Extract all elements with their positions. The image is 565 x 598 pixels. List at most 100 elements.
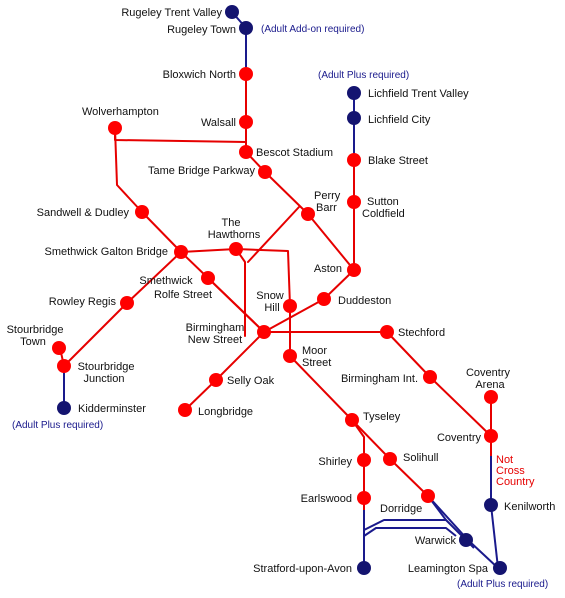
note-adult-add-on: (Adult Add-on required) <box>261 24 364 35</box>
label-aston: Aston <box>314 263 342 275</box>
label-earlswood: Earlswood <box>301 493 352 505</box>
station-tyseley[interactable] <box>345 413 359 427</box>
station-sandwell-dudley[interactable] <box>135 205 149 219</box>
track-rolfe <box>207 277 265 333</box>
label-rugeley-trent-valley: Rugeley Trent Valley <box>121 7 222 19</box>
station-labels: Rugeley Trent Valley Rugeley Town Bloxwi… <box>7 7 556 575</box>
label-stourbridge-junction-2: Junction <box>84 373 125 385</box>
station-rugeley-town[interactable] <box>239 21 253 35</box>
station-wolverhampton[interactable] <box>108 121 122 135</box>
station-stratford-upon-avon[interactable] <box>357 561 371 575</box>
label-shirley: Shirley <box>318 456 352 468</box>
label-perry-barr-2: Barr <box>316 202 337 214</box>
label-selly-oak: Selly Oak <box>227 375 275 387</box>
station-birmingham-international[interactable] <box>423 370 437 384</box>
station-rowley-regis[interactable] <box>120 296 134 310</box>
station-bloxwich-north[interactable] <box>239 67 253 81</box>
note-adult-plus-leamington: (Adult Plus required) <box>457 579 548 590</box>
label-sutton-coldfield-1: Sutton <box>367 196 399 208</box>
track-stourbridge-line <box>59 251 182 367</box>
station-coventry[interactable] <box>484 429 498 443</box>
label-solihull: Solihull <box>403 452 438 464</box>
label-walsall: Walsall <box>201 117 236 129</box>
stations <box>52 5 507 575</box>
station-birmingham-new-street[interactable] <box>257 325 271 339</box>
label-moor-street-1: Moor <box>302 345 327 357</box>
label-birmingham-international: Birmingham Int. <box>341 373 418 385</box>
station-warwick[interactable] <box>459 533 473 547</box>
label-sutton-coldfield-2: Coldfield <box>362 208 405 220</box>
station-stourbridge-town[interactable] <box>52 341 66 355</box>
station-dorridge[interactable] <box>421 489 435 503</box>
label-longbridge: Longbridge <box>198 406 253 418</box>
label-tyseley: Tyseley <box>363 411 401 423</box>
label-snow-hill-2: Hill <box>264 302 279 314</box>
station-bescot-stadium[interactable] <box>239 145 253 159</box>
label-stourbridge-town-1: Stourbridge <box>7 324 64 336</box>
label-stourbridge-town-2: Town <box>20 336 46 348</box>
track-warwick-lower <box>363 527 457 537</box>
station-sutton-coldfield[interactable] <box>347 195 361 209</box>
note-not-cross-country-3: Country <box>496 476 535 488</box>
station-leamington-spa[interactable] <box>493 561 507 575</box>
station-moor-street[interactable] <box>283 349 297 363</box>
station-blake-street[interactable] <box>347 153 361 167</box>
label-warwick: Warwick <box>415 535 457 547</box>
station-solihull[interactable] <box>383 452 397 466</box>
station-walsall[interactable] <box>239 115 253 129</box>
label-kidderminster: Kidderminster <box>78 403 146 415</box>
station-stechford[interactable] <box>380 325 394 339</box>
station-earlswood[interactable] <box>357 491 371 505</box>
station-selly-oak[interactable] <box>209 373 223 387</box>
label-lichfield-trent-valley: Lichfield Trent Valley <box>368 88 469 100</box>
label-tame-bridge-parkway: Tame Bridge Parkway <box>148 165 255 177</box>
track-perrybarr-link <box>247 206 300 263</box>
label-birmingham-new-street-2: New Street <box>188 334 242 346</box>
label-the-hawthorns-2: Hawthorns <box>208 229 261 241</box>
fare-notes: (Adult Add-on required) (Adult Plus requ… <box>12 24 548 590</box>
label-snow-hill-1: Snow <box>256 290 284 302</box>
note-adult-plus-kidderminster: (Adult Plus required) <box>12 420 103 431</box>
station-duddeston[interactable] <box>317 292 331 306</box>
station-kenilworth[interactable] <box>484 498 498 512</box>
station-snow-hill[interactable] <box>283 299 297 313</box>
station-tame-bridge-parkway[interactable] <box>258 165 272 179</box>
label-stourbridge-junction-1: Stourbridge <box>78 361 135 373</box>
label-coventry-arena-2: Arena <box>475 379 505 391</box>
track-rugeley <box>231 11 247 74</box>
station-perry-barr[interactable] <box>301 207 315 221</box>
label-rugeley-town: Rugeley Town <box>167 24 236 36</box>
track-coventry-line <box>263 331 492 437</box>
label-smethwick-rolfe-2: Rolfe Street <box>154 289 212 301</box>
station-the-hawthorns[interactable] <box>229 242 243 256</box>
label-birmingham-new-street-1: Birmingham <box>186 322 245 334</box>
station-stourbridge-junction[interactable] <box>57 359 71 373</box>
station-lichfield-city[interactable] <box>347 111 361 125</box>
station-lichfield-trent-valley[interactable] <box>347 86 361 100</box>
track-wolverhampton-bescot <box>114 127 247 143</box>
track-walsall-line <box>245 73 355 271</box>
label-smethwick-galton-bridge: Smethwick Galton Bridge <box>45 246 169 258</box>
station-shirley[interactable] <box>357 453 371 467</box>
track-stratford-branch <box>363 495 447 531</box>
label-perry-barr-1: Perry <box>314 190 341 202</box>
station-longbridge[interactable] <box>178 403 192 417</box>
label-sandwell-dudley: Sandwell & Dudley <box>37 207 130 219</box>
station-kidderminster[interactable] <box>57 401 71 415</box>
station-aston[interactable] <box>347 263 361 277</box>
station-smethwick-galton-bridge[interactable] <box>174 245 188 259</box>
label-the-hawthorns-1: The <box>222 217 241 229</box>
label-dorridge: Dorridge <box>380 503 422 515</box>
label-blake-street: Blake Street <box>368 155 428 167</box>
note-not-cross-country-1: Not <box>496 454 513 466</box>
label-stratford-upon-avon: Stratford-upon-Avon <box>253 563 352 575</box>
label-kenilworth: Kenilworth <box>504 501 555 513</box>
station-coventry-arena[interactable] <box>484 390 498 404</box>
station-smethwick-rolfe-street[interactable] <box>201 271 215 285</box>
label-coventry-arena-1: Coventry <box>466 367 511 379</box>
label-bloxwich-north: Bloxwich North <box>163 69 236 81</box>
station-rugeley-trent-valley[interactable] <box>225 5 239 19</box>
note-not-cross-country-2: Cross <box>496 465 525 477</box>
label-bescot-stadium: Bescot Stadium <box>256 147 333 159</box>
label-moor-street-2: Street <box>302 357 331 369</box>
